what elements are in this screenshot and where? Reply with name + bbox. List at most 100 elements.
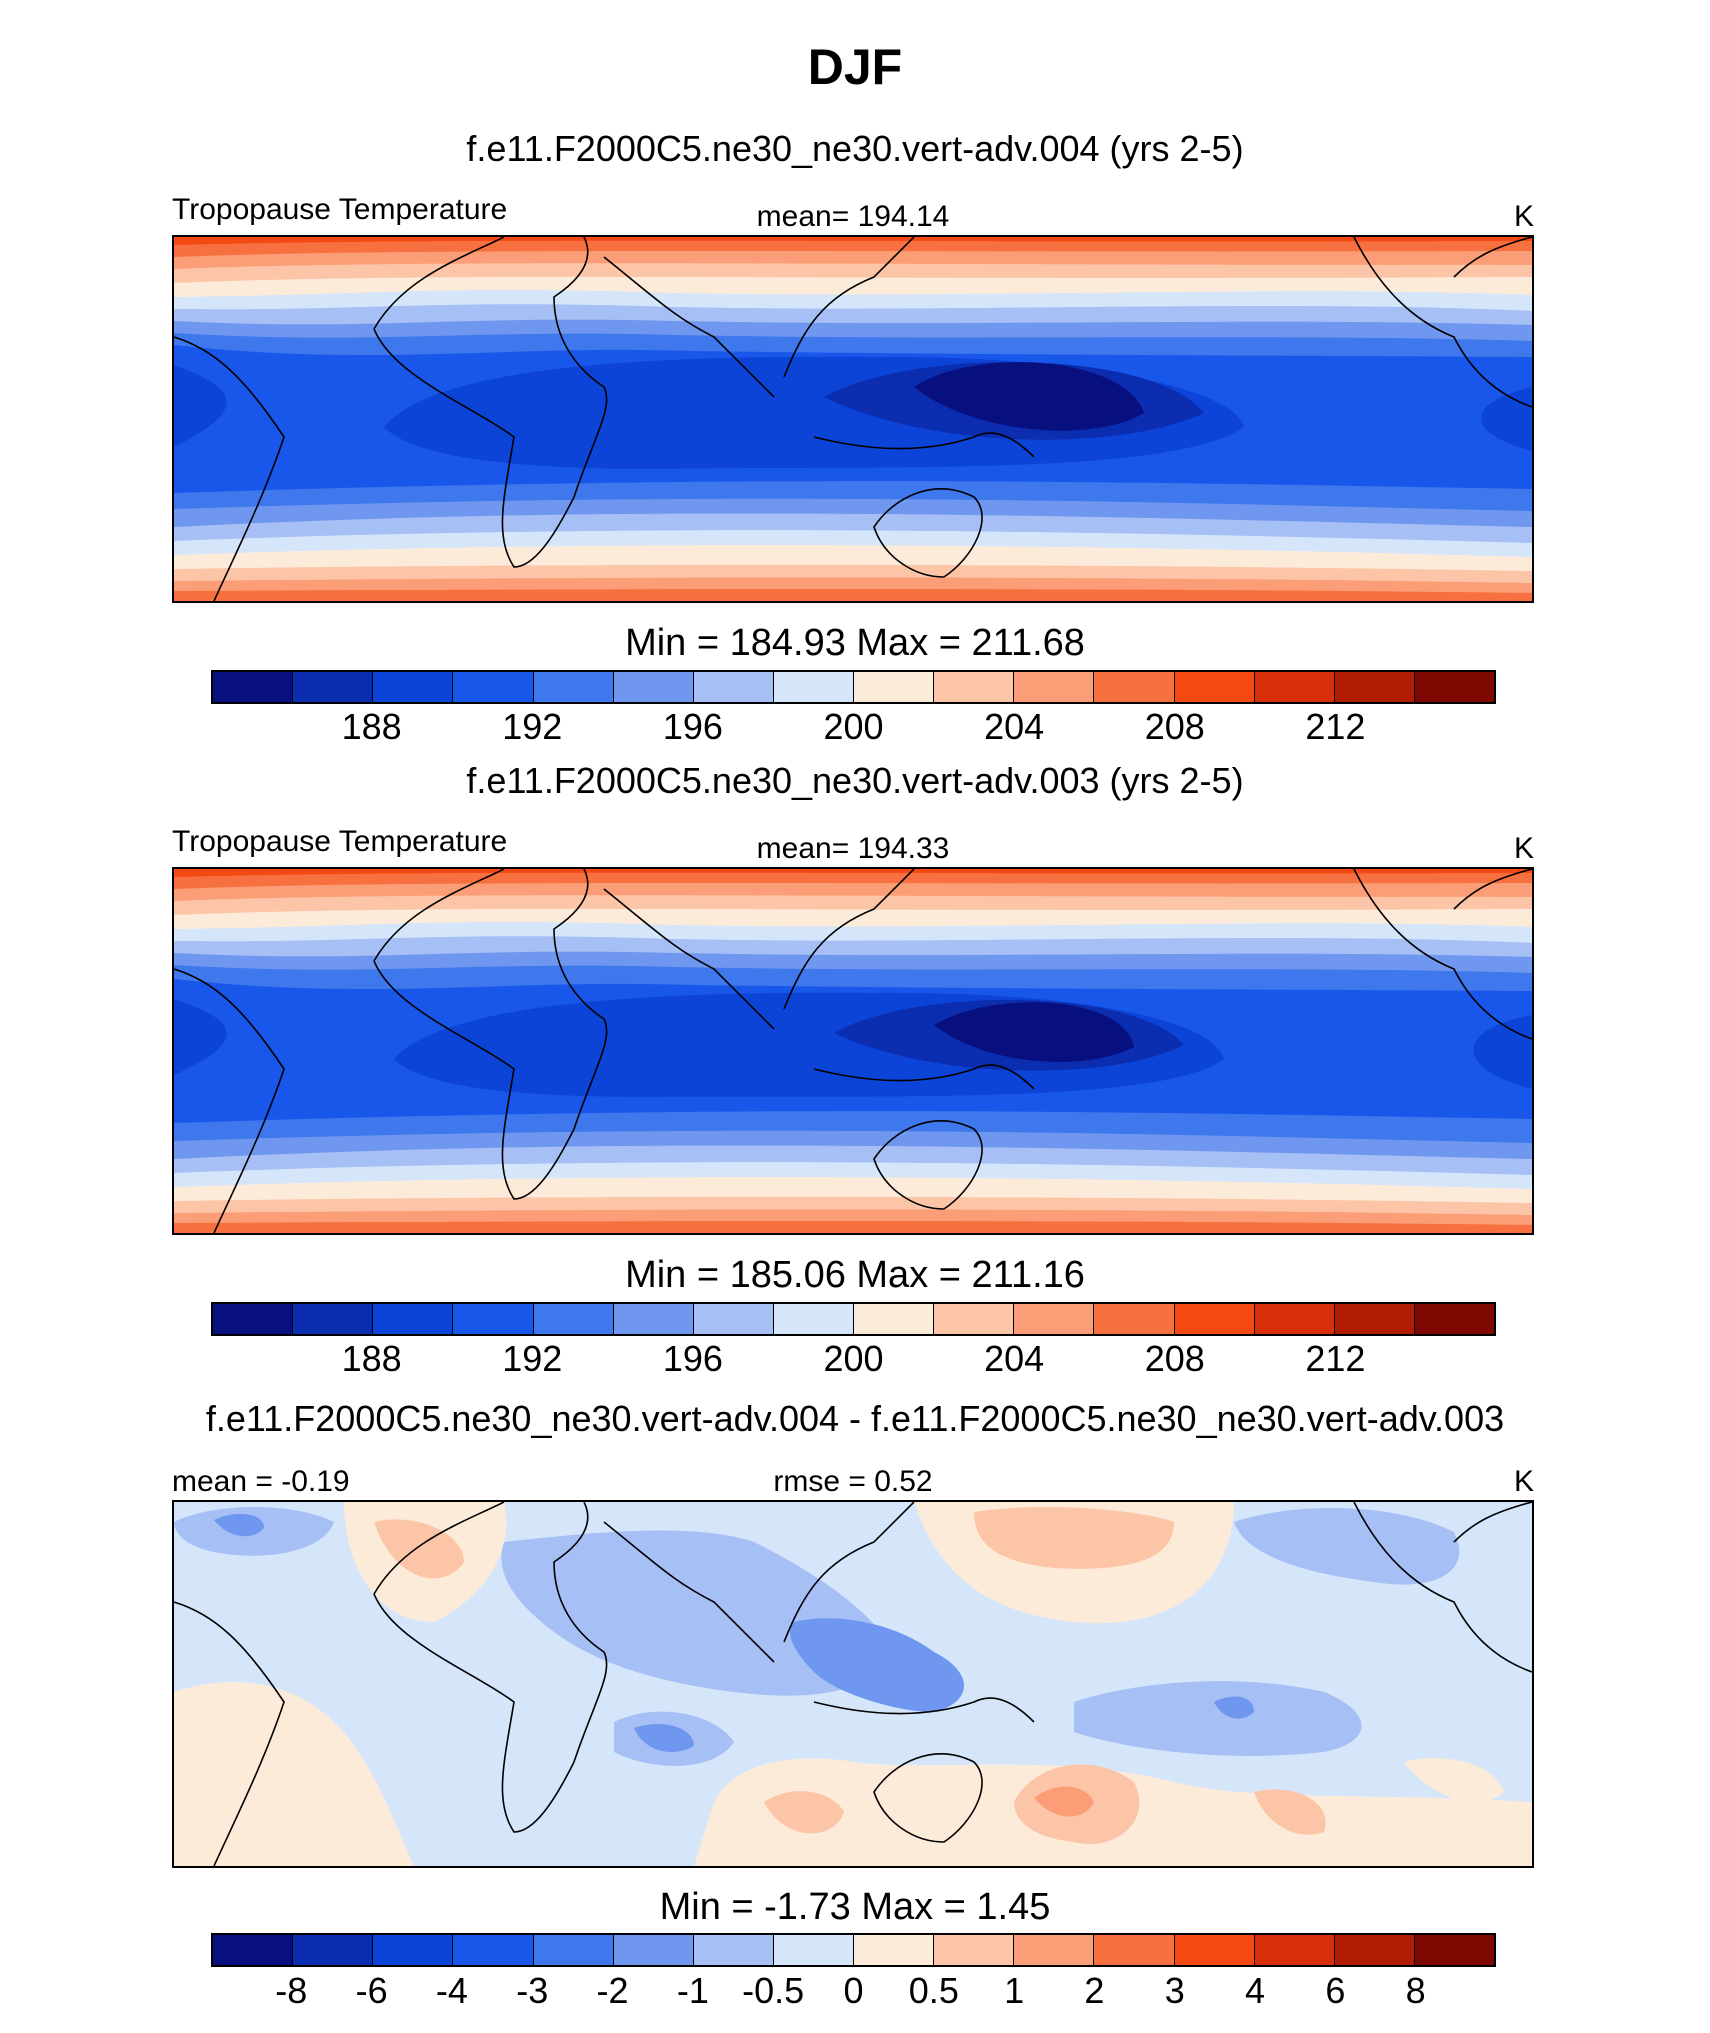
panel-3-units: K bbox=[1513, 1465, 1534, 1498]
panel-2-colorbar bbox=[211, 1302, 1496, 1336]
colorbar-tick-label: -3 bbox=[516, 1970, 549, 2011]
panel-1-title: f.e11.F2000C5.ne30_ne30.vert-adv.004 (yr… bbox=[466, 128, 1244, 169]
panel-3-minmax: Min = -1.73 Max = 1.45 bbox=[659, 1886, 1051, 1928]
colorbar-swatch bbox=[1094, 672, 1175, 702]
colorbar-swatch bbox=[693, 672, 774, 702]
colorbar-tick-label: 3 bbox=[1164, 1970, 1185, 2011]
panel-1-variable-label: Tropopause Temperature bbox=[172, 193, 508, 226]
colorbar-tick-label: 2 bbox=[1084, 1970, 1105, 2011]
colorbar-swatch bbox=[693, 1304, 774, 1334]
panel-2-title: f.e11.F2000C5.ne30_ne30.vert-adv.003 (yr… bbox=[466, 760, 1244, 801]
panel-1-map bbox=[172, 235, 1534, 603]
colorbar-swatch bbox=[533, 1304, 614, 1334]
colorbar-swatch bbox=[293, 1304, 374, 1334]
colorbar-swatch bbox=[934, 672, 1015, 702]
colorbar-tick-label: 188 bbox=[341, 706, 402, 747]
colorbar-swatch bbox=[613, 1304, 694, 1334]
colorbar-swatch bbox=[1334, 672, 1415, 702]
colorbar-swatch bbox=[1014, 1935, 1095, 1965]
colorbar-swatch bbox=[1254, 1304, 1335, 1334]
colorbar-swatch bbox=[854, 672, 935, 702]
panel-2-variable-label: Tropopause Temperature bbox=[172, 825, 508, 858]
colorbar-swatch bbox=[373, 1304, 454, 1334]
colorbar-tick-label: 208 bbox=[1144, 706, 1205, 747]
colorbar-swatch bbox=[1174, 1304, 1255, 1334]
colorbar-swatch bbox=[293, 1935, 374, 1965]
panel-2-units: K bbox=[1513, 832, 1534, 865]
colorbar-swatch bbox=[773, 672, 854, 702]
panel-1-colorbar bbox=[211, 670, 1496, 704]
panel-2-mean-label: mean= 194.33 bbox=[756, 832, 950, 865]
colorbar-swatch bbox=[613, 1935, 694, 1965]
panel-1-contours bbox=[174, 237, 1532, 601]
colorbar-swatch bbox=[1014, 672, 1095, 702]
colorbar-swatch bbox=[213, 1304, 294, 1334]
colorbar-swatch bbox=[1414, 672, 1494, 702]
colorbar-tick-label: 188 bbox=[341, 1338, 402, 1379]
panel-1-coastlines bbox=[174, 237, 1532, 601]
colorbar-tick-label: -6 bbox=[355, 1970, 388, 2011]
colorbar-swatch bbox=[213, 1935, 294, 1965]
colorbar-swatch bbox=[1254, 1935, 1335, 1965]
panel-2-field bbox=[174, 869, 1532, 1233]
panel-1-mean-label: mean= 194.14 bbox=[756, 200, 950, 233]
colorbar-swatch bbox=[1094, 1935, 1175, 1965]
panel-3-field bbox=[174, 1502, 1532, 1866]
colorbar-tick-label: -4 bbox=[435, 1970, 468, 2011]
panel-2-contours bbox=[174, 869, 1532, 1233]
figure-title: DJF bbox=[807, 39, 903, 95]
colorbar-swatch bbox=[613, 672, 694, 702]
colorbar-swatch bbox=[854, 1935, 935, 1965]
colorbar-tick-label: 192 bbox=[502, 1338, 563, 1379]
colorbar-swatch bbox=[693, 1935, 774, 1965]
colorbar-tick-label: 0 bbox=[843, 1970, 864, 2011]
colorbar-swatch bbox=[1254, 672, 1335, 702]
colorbar-tick-label: -1 bbox=[676, 1970, 709, 2011]
colorbar-tick-label: 0.5 bbox=[908, 1970, 959, 2011]
colorbar-swatch bbox=[854, 1304, 935, 1334]
panel-3-map bbox=[172, 1500, 1534, 1868]
colorbar-swatch bbox=[1014, 1304, 1095, 1334]
colorbar-swatch bbox=[773, 1304, 854, 1334]
panel-1-units: K bbox=[1513, 200, 1534, 233]
panel-2-minmax: Min = 185.06 Max = 211.16 bbox=[625, 1254, 1085, 1296]
colorbar-swatch bbox=[213, 672, 294, 702]
colorbar-tick-label: 4 bbox=[1245, 1970, 1266, 2011]
colorbar-tick-label: 196 bbox=[662, 706, 723, 747]
colorbar-tick-label: 204 bbox=[984, 1338, 1045, 1379]
colorbar-tick-label: 212 bbox=[1305, 706, 1366, 747]
colorbar-tick-label: 1 bbox=[1004, 1970, 1025, 2011]
colorbar-tick-label: 212 bbox=[1305, 1338, 1366, 1379]
colorbar-swatch bbox=[1334, 1935, 1415, 1965]
panel-1-field bbox=[174, 237, 1532, 601]
panel-3-contours bbox=[174, 1502, 1532, 1866]
colorbar-tick-label: 192 bbox=[502, 706, 563, 747]
colorbar-swatch bbox=[1174, 1935, 1255, 1965]
colorbar-swatch bbox=[373, 672, 454, 702]
colorbar-swatch bbox=[1094, 1304, 1175, 1334]
panel-2-coastlines bbox=[174, 869, 1532, 1233]
colorbar-swatch bbox=[533, 1935, 614, 1965]
colorbar-tick-label: -8 bbox=[275, 1970, 308, 2011]
colorbar-swatch bbox=[1414, 1935, 1494, 1965]
panel-3-colorbar bbox=[211, 1933, 1496, 1967]
colorbar-swatch bbox=[533, 672, 614, 702]
colorbar-tick-label: 8 bbox=[1405, 1970, 1426, 2011]
colorbar-tick-label: 204 bbox=[984, 706, 1045, 747]
colorbar-tick-label: -0.5 bbox=[742, 1970, 805, 2011]
colorbar-swatch bbox=[373, 1935, 454, 1965]
colorbar-swatch bbox=[934, 1304, 1015, 1334]
colorbar-tick-label: 196 bbox=[662, 1338, 723, 1379]
colorbar-swatch bbox=[1174, 672, 1255, 702]
colorbar-swatch bbox=[453, 672, 534, 702]
panel-2-map bbox=[172, 867, 1534, 1235]
colorbar-swatch bbox=[453, 1935, 534, 1965]
colorbar-swatch bbox=[1334, 1304, 1415, 1334]
panel-1-minmax: Min = 184.93 Max = 211.68 bbox=[625, 622, 1085, 664]
colorbar-swatch bbox=[934, 1935, 1015, 1965]
colorbar-swatch bbox=[453, 1304, 534, 1334]
colorbar-tick-label: 208 bbox=[1144, 1338, 1205, 1379]
colorbar-tick-label: 200 bbox=[823, 1338, 884, 1379]
colorbar-swatch bbox=[293, 672, 374, 702]
panel-3-rmse-label: rmse = 0.52 bbox=[773, 1465, 933, 1498]
